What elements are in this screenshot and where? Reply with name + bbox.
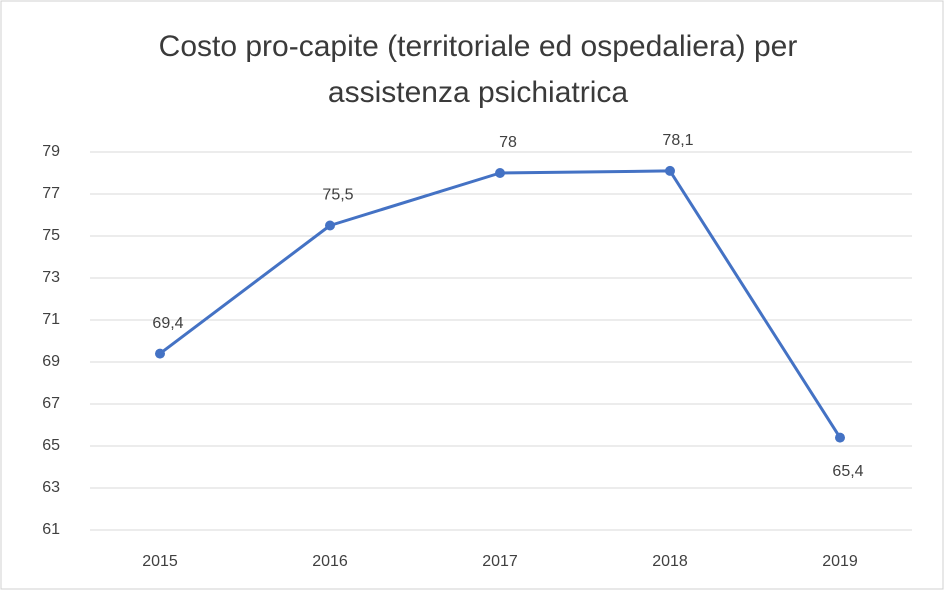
- data-point: [835, 432, 845, 443]
- x-tick-label: 2018: [652, 553, 688, 570]
- data-label: 65,4: [832, 463, 863, 480]
- data-point: [665, 165, 675, 176]
- y-tick-label: 61: [42, 521, 60, 538]
- data-point: [325, 220, 335, 231]
- data-label: 78,1: [662, 132, 693, 149]
- x-tick-label: 2019: [822, 553, 858, 570]
- data-label: 75,5: [322, 187, 353, 204]
- y-tick-label: 73: [42, 269, 60, 286]
- y-tick-label: 79: [42, 143, 60, 160]
- chart-title: Costo pro-capite (territoriale ed ospeda…: [159, 30, 798, 63]
- y-tick-label: 69: [42, 353, 60, 370]
- y-tick-label: 77: [42, 185, 60, 202]
- chart-title: assistenza psichiatrica: [328, 76, 628, 109]
- y-tick-label: 67: [42, 395, 60, 412]
- data-point: [495, 168, 505, 178]
- y-tick-label: 65: [42, 437, 60, 454]
- data-point: [155, 348, 165, 359]
- y-tick-label: 63: [42, 479, 60, 496]
- x-tick-label: 2016: [312, 553, 348, 570]
- data-label: 78: [499, 134, 517, 151]
- data-label: 69,4: [152, 315, 183, 332]
- y-tick-label: 75: [42, 227, 60, 244]
- x-tick-label: 2017: [482, 553, 518, 570]
- y-tick-label: 71: [42, 311, 60, 328]
- x-tick-label: 2015: [142, 553, 178, 570]
